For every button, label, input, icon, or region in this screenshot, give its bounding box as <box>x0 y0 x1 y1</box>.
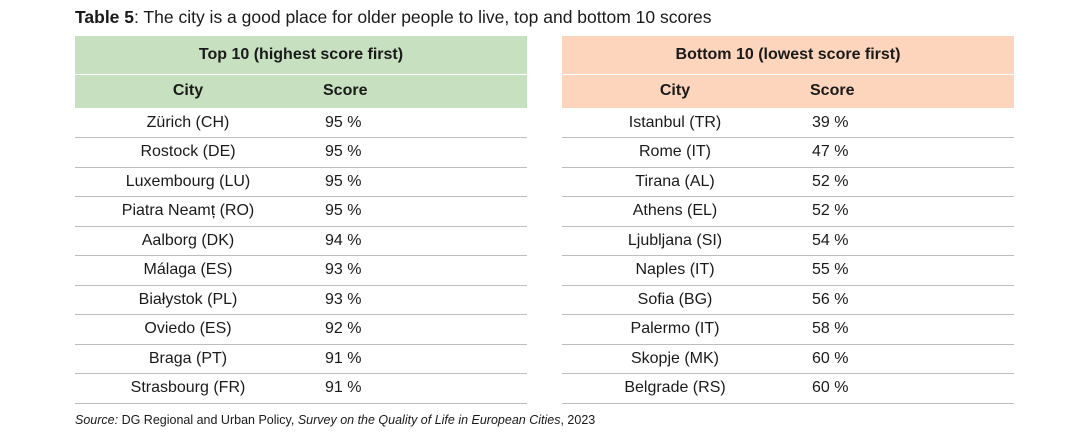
score-cell: 58 % <box>788 314 1014 345</box>
bottom-10-score-header: Score <box>788 74 1014 108</box>
city-cell: Athens (EL) <box>562 196 788 227</box>
city-cell: Palermo (IT) <box>562 314 788 345</box>
score-cell: 52 % <box>788 167 1014 197</box>
table-row: Zürich (CH) 95 % <box>75 108 527 138</box>
score-cell: 55 % <box>788 255 1014 286</box>
city-cell: Luxembourg (LU) <box>75 167 301 197</box>
source-publisher: DG Regional and Urban Policy, <box>118 413 298 427</box>
score-cell: 95 % <box>301 167 527 197</box>
table-row: Rostock (DE) 95 % <box>75 137 527 168</box>
bottom-10-group-header: Bottom 10 (lowest score first) <box>562 36 1014 75</box>
city-cell: Tirana (AL) <box>562 167 788 197</box>
table-row: Skopje (MK) 60 % <box>562 344 1014 374</box>
bottom-10-table: Bottom 10 (lowest score first) City Scor… <box>562 36 1014 404</box>
table-row: Tirana (AL) 52 % <box>562 167 1014 197</box>
table-row: Istanbul (TR) 39 % <box>562 108 1014 138</box>
score-cell: 52 % <box>788 196 1014 227</box>
top-10-group-header: Top 10 (highest score first) <box>75 36 527 75</box>
table-row: Luxembourg (LU) 95 % <box>75 167 527 197</box>
table-caption: Table 5: The city is a good place for ol… <box>75 6 712 28</box>
table-row: Aalborg (DK) 94 % <box>75 226 527 256</box>
table-row: Oviedo (ES) 92 % <box>75 314 527 345</box>
table-row: Málaga (ES) 93 % <box>75 255 527 286</box>
score-cell: 95 % <box>301 196 527 227</box>
city-cell: Strasbourg (FR) <box>75 373 301 404</box>
score-cell: 47 % <box>788 137 1014 168</box>
score-cell: 91 % <box>301 344 527 374</box>
score-cell: 54 % <box>788 226 1014 256</box>
source-label: Source: <box>75 413 119 427</box>
caption-label: Table 5 <box>75 7 135 27</box>
table-row: Strasbourg (FR) 91 % <box>75 373 527 404</box>
score-cell: 92 % <box>301 314 527 345</box>
city-cell: Oviedo (ES) <box>75 314 301 345</box>
city-cell: Zürich (CH) <box>75 108 301 138</box>
city-cell: Istanbul (TR) <box>562 108 788 138</box>
score-cell: 60 % <box>788 373 1014 404</box>
table-row: Belgrade (RS) 60 % <box>562 373 1014 404</box>
city-cell: Piatra Neamț (RO) <box>75 196 301 227</box>
bottom-10-city-header: City <box>562 74 788 108</box>
city-cell: Braga (PT) <box>75 344 301 374</box>
city-cell: Skopje (MK) <box>562 344 788 374</box>
top-10-table: Top 10 (highest score first) City Score … <box>75 36 527 404</box>
table-row: Naples (IT) 55 % <box>562 255 1014 286</box>
score-cell: 91 % <box>301 373 527 404</box>
city-cell: Rostock (DE) <box>75 137 301 168</box>
score-cell: 95 % <box>301 137 527 168</box>
table-row: Białystok (PL) 93 % <box>75 285 527 315</box>
table-row: Sofia (BG) 56 % <box>562 285 1014 315</box>
score-cell: 56 % <box>788 285 1014 315</box>
city-cell: Rome (IT) <box>562 137 788 168</box>
city-cell: Ljubljana (SI) <box>562 226 788 256</box>
table-row: Piatra Neamț (RO) 95 % <box>75 196 527 227</box>
score-cell: 93 % <box>301 285 527 315</box>
score-cell: 93 % <box>301 255 527 286</box>
score-cell: 94 % <box>301 226 527 256</box>
city-cell: Naples (IT) <box>562 255 788 286</box>
city-cell: Białystok (PL) <box>75 285 301 315</box>
score-cell: 60 % <box>788 344 1014 374</box>
city-cell: Sofia (BG) <box>562 285 788 315</box>
table-row: Palermo (IT) 58 % <box>562 314 1014 345</box>
city-cell: Aalborg (DK) <box>75 226 301 256</box>
table-row: Braga (PT) 91 % <box>75 344 527 374</box>
top-10-city-header: City <box>75 74 301 108</box>
table-row: Ljubljana (SI) 54 % <box>562 226 1014 256</box>
source-note: Source: DG Regional and Urban Policy, Su… <box>75 412 595 428</box>
city-cell: Málaga (ES) <box>75 255 301 286</box>
source-year: , 2023 <box>560 413 596 427</box>
top-10-score-header: Score <box>301 74 527 108</box>
score-cell: 39 % <box>788 108 1014 138</box>
table-row: Rome (IT) 47 % <box>562 137 1014 168</box>
score-cell: 95 % <box>301 108 527 138</box>
source-survey-title: Survey on the Quality of Life in Europea… <box>297 413 561 427</box>
caption-text: : The city is a good place for older peo… <box>134 7 712 27</box>
city-cell: Belgrade (RS) <box>562 373 788 404</box>
table-row: Athens (EL) 52 % <box>562 196 1014 227</box>
